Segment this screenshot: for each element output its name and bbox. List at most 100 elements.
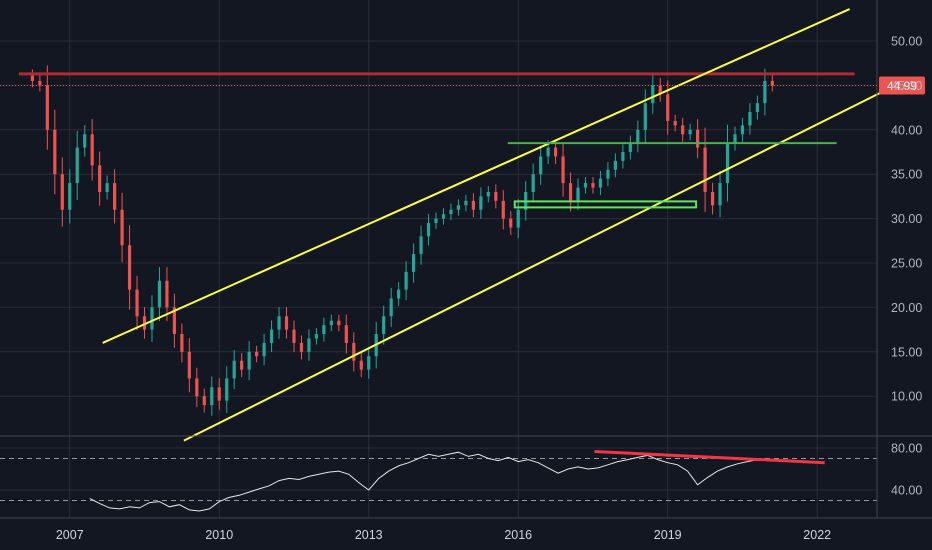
candle-body <box>613 160 617 170</box>
candle <box>426 213 431 246</box>
candle <box>464 194 468 212</box>
candle <box>598 171 603 196</box>
candle-body <box>337 320 341 326</box>
last-price-label: 44.99 <box>887 79 917 93</box>
candle-body <box>157 280 162 308</box>
candle-body <box>770 80 774 86</box>
candle-body <box>411 254 416 272</box>
candle-body <box>142 316 147 330</box>
price-tick-label: 10.00 <box>891 390 922 404</box>
candle-layer <box>30 65 774 416</box>
candle <box>359 353 363 378</box>
candle <box>673 114 677 132</box>
candle <box>516 199 520 239</box>
candle-body <box>576 187 580 201</box>
candle-body <box>352 342 356 361</box>
candle <box>247 341 251 381</box>
candle <box>344 314 348 354</box>
candle <box>471 193 475 218</box>
candle-body <box>598 178 603 188</box>
candle <box>621 144 625 169</box>
candle-body <box>740 125 745 135</box>
candle-body <box>299 342 304 352</box>
candle <box>748 102 752 135</box>
candle-body <box>733 134 737 144</box>
candle <box>494 184 498 209</box>
candle <box>172 293 177 348</box>
candle <box>217 378 221 410</box>
candle-body <box>322 325 326 335</box>
candle <box>307 329 311 361</box>
candle-body <box>494 191 498 201</box>
oscillator-tick-label: 80.00 <box>891 442 922 456</box>
candle-body <box>120 209 124 246</box>
candle-body <box>397 289 401 299</box>
candle-body <box>636 129 640 144</box>
candle <box>337 314 341 332</box>
candle-body <box>367 356 371 370</box>
price-tick-label: 20.00 <box>891 301 922 315</box>
candle <box>404 261 408 301</box>
candle-body <box>135 289 139 317</box>
candle-body <box>292 329 296 343</box>
candle <box>419 225 423 265</box>
candle <box>531 163 535 203</box>
candle <box>576 178 580 210</box>
candle <box>703 127 707 212</box>
candle-body <box>553 147 558 157</box>
candle <box>441 208 446 225</box>
candle <box>658 77 662 102</box>
candle <box>479 187 483 219</box>
last-price-badge <box>879 76 925 95</box>
candle-body <box>195 378 199 397</box>
candle <box>770 74 774 92</box>
candle <box>30 69 34 88</box>
candle-body <box>449 209 453 215</box>
candle-body <box>60 174 64 210</box>
candle-body <box>30 75 34 81</box>
candle-body <box>531 174 535 192</box>
candle-body <box>658 85 662 95</box>
candle-body <box>486 191 490 197</box>
candle <box>38 74 42 92</box>
candle-body <box>441 214 446 219</box>
price-tick-label: 45.00 <box>891 79 922 93</box>
candle <box>113 169 117 224</box>
candle <box>225 366 229 413</box>
candle-body <box>471 200 475 210</box>
candle <box>68 169 72 224</box>
candle <box>367 347 371 379</box>
candle-body <box>621 152 625 161</box>
price-tick-label: 40.00 <box>891 123 922 137</box>
candle-body <box>404 271 408 290</box>
candle <box>127 225 132 310</box>
price-tick-label: 15.00 <box>891 345 922 359</box>
candle <box>539 145 543 185</box>
candle-body <box>763 80 767 104</box>
candle-body <box>434 218 438 224</box>
candle-body <box>681 125 685 135</box>
drawing-layer <box>0 8 885 465</box>
candle <box>456 199 461 216</box>
channel-lower-line <box>183 89 885 442</box>
candle-body <box>232 360 236 379</box>
candle-body <box>606 169 610 179</box>
candle-body <box>464 200 468 206</box>
price-tick-label: 50.00 <box>891 35 922 49</box>
candle <box>681 117 685 142</box>
candle-body <box>113 183 117 210</box>
candle <box>83 125 87 157</box>
candle-body <box>591 183 595 188</box>
candle <box>725 124 730 202</box>
candle <box>449 203 453 221</box>
candle <box>509 211 513 236</box>
candle <box>606 162 610 187</box>
candle <box>90 118 94 181</box>
candle <box>135 275 139 331</box>
candle-body <box>456 205 461 210</box>
candle-body <box>359 360 363 370</box>
candle-body <box>755 103 760 113</box>
candle-body <box>643 103 647 130</box>
